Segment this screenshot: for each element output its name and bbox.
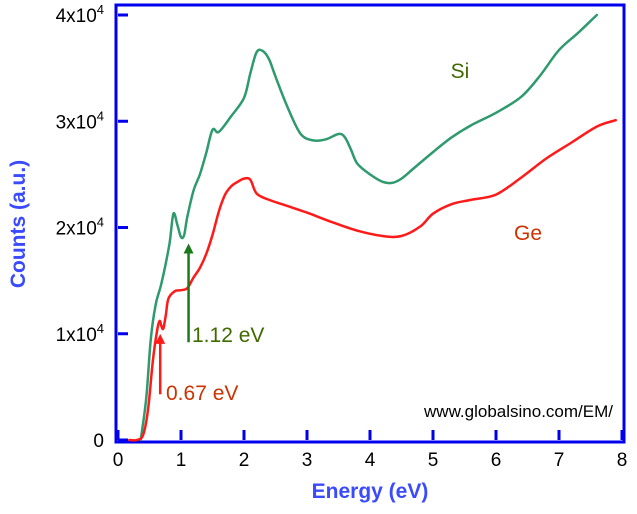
x-tick-label: 4	[365, 450, 376, 471]
y-tick-mantissa: 0	[93, 431, 104, 452]
annotation-layer: 1.12 eV 0.67 eV	[155, 243, 264, 405]
x-tick-label: 0	[113, 450, 124, 471]
x-tick-label: 1	[176, 450, 187, 471]
watermark-text: www.globalsino.com/EM/	[423, 402, 613, 421]
series-label-ge: Ge	[514, 222, 542, 245]
x-tick-label: 8	[617, 450, 628, 471]
series-label-si: Si	[451, 60, 470, 83]
annotation-arrow-head	[183, 243, 194, 254]
series-layer: Si Ge	[128, 13, 617, 442]
y-tick-label: 4x104	[56, 2, 104, 27]
x-axis-ticks: 0 1 2 3 4 5 6 7 8	[113, 430, 628, 471]
y-tick-exponent: 4	[97, 2, 104, 17]
y-tick-label: 0	[93, 431, 104, 452]
y-tick-mantissa: 2x10	[56, 219, 97, 240]
annotation-label: 0.67 eV	[166, 382, 238, 405]
y-axis-title: Counts (a.u.)	[7, 160, 30, 288]
y-tick-exponent: 4	[97, 321, 104, 336]
annotation-arrow-head	[155, 333, 166, 344]
y-tick-mantissa: 4x10	[56, 6, 97, 27]
y-tick-label: 2x104	[56, 215, 104, 240]
y-tick-label: 3x104	[56, 108, 104, 133]
x-tick-label: 2	[239, 450, 250, 471]
plot-frame	[114, 3, 626, 444]
x-tick-label: 3	[302, 450, 313, 471]
x-axis-title: Energy (eV)	[312, 480, 429, 503]
series-line-ge	[128, 118, 617, 442]
x-tick-label: 6	[491, 450, 502, 471]
y-tick-exponent: 4	[97, 215, 104, 230]
y-tick-mantissa: 3x10	[56, 112, 97, 133]
series-line-si	[139, 13, 599, 442]
annotation-label: 1.12 eV	[192, 324, 264, 347]
x-tick-label: 7	[554, 450, 565, 471]
y-tick-mantissa: 1x10	[56, 325, 97, 346]
x-tick-label: 5	[428, 450, 439, 471]
y-tick-exponent: 4	[97, 108, 104, 123]
y-tick-label: 1x104	[56, 321, 104, 346]
